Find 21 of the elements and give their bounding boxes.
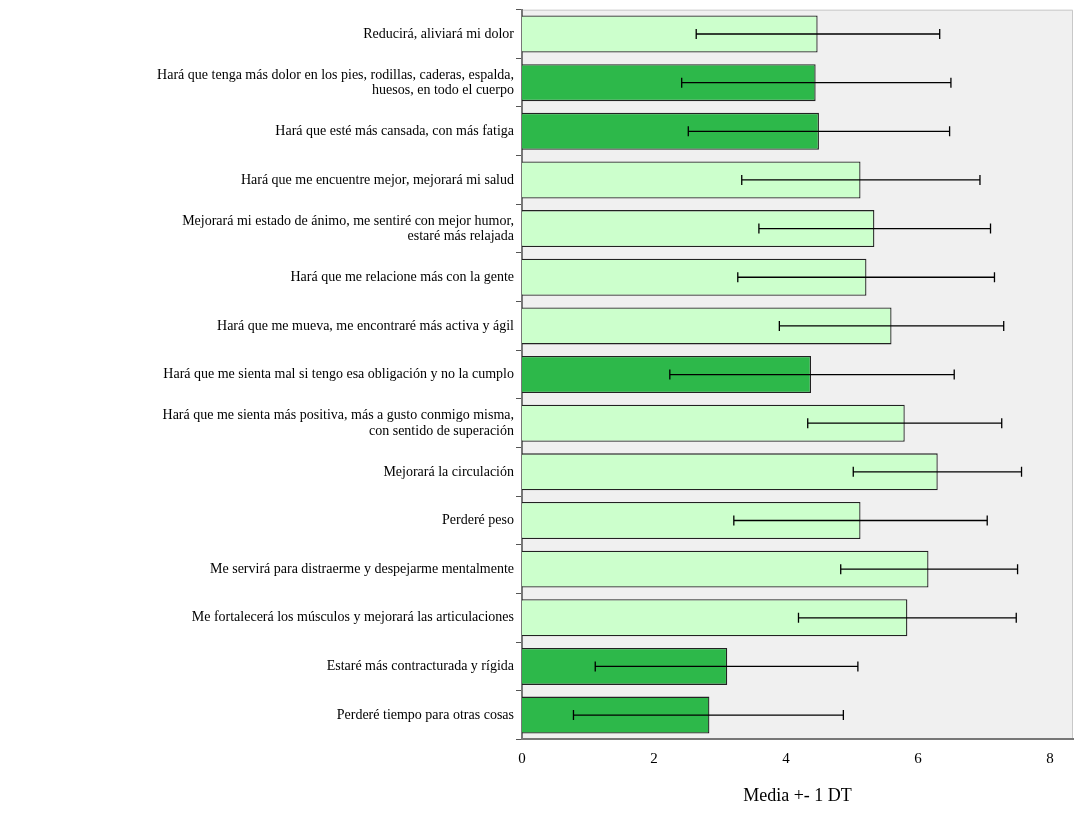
x-tick-label: 0 <box>518 750 526 767</box>
x-tick-label: 8 <box>1046 750 1054 767</box>
y-tick-label: Me fortalecerá los músculos y mejorará las articulaciones <box>191 609 514 625</box>
y-tick-label: Mejorará la circulación <box>383 463 514 479</box>
y-tick-label: Hará que esté más cansada, con más fatiga <box>275 122 515 138</box>
y-tick-label: Hará que me sienta más positiva, más a gusto conmigo misma, con sentido de superación <box>162 407 514 438</box>
y-tick-label: Hará que me sienta mal si tengo esa obligación y no la cumplo <box>163 366 514 382</box>
x-tick-label: 6 <box>914 750 923 767</box>
y-tick-label: Hará que me encuentre mejor, mejorará mi salud <box>240 171 514 187</box>
y-tick-label: Hará que tenga más dolor en los pies, rodillas, caderas, espalda, huesos, en todo el cuerpo <box>157 66 514 98</box>
y-tick-label: Estaré más contracturada y rígida <box>326 658 515 674</box>
y-tick-label: Hará que me relacione más con la gente <box>290 268 514 284</box>
x-axis-title: Media +- 1 DT <box>743 784 852 805</box>
y-tick-label: Perderé tiempo para otras cosas <box>336 706 514 722</box>
x-tick-label: 4 <box>782 750 791 767</box>
y-tick-label: Reducirá, aliviará mi dolor <box>363 25 515 41</box>
y-tick-label: Mejorará mi estado de ánimo, me sentiré con mejor humor, estaré más relajada <box>182 212 515 243</box>
y-tick-label: Perderé peso <box>442 512 514 528</box>
y-tick-label: Me servirá para distraerme y despejarme mentalmente <box>210 560 514 576</box>
x-tick-label: 2 <box>650 750 658 767</box>
y-tick-label: Hará que me mueva, me encontraré más activa y ágil <box>217 317 515 333</box>
